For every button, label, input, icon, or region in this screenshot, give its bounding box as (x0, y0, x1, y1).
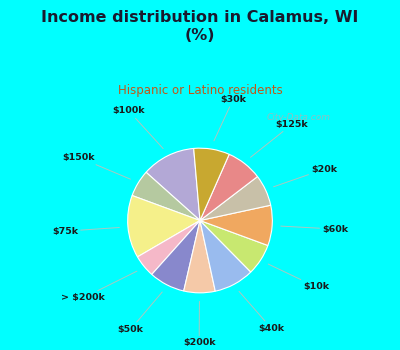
Text: Income distribution in Calamus, WI
(%): Income distribution in Calamus, WI (%) (41, 10, 359, 43)
Text: $60k: $60k (281, 225, 348, 233)
Text: $100k: $100k (112, 106, 163, 148)
Wedge shape (128, 196, 200, 257)
Text: $200k: $200k (183, 301, 216, 348)
Wedge shape (200, 176, 271, 220)
Text: $20k: $20k (274, 164, 337, 187)
Wedge shape (132, 172, 200, 220)
Wedge shape (200, 220, 268, 272)
Text: $30k: $30k (214, 95, 246, 141)
Wedge shape (200, 220, 251, 291)
Text: $10k: $10k (268, 264, 329, 291)
Wedge shape (152, 220, 200, 291)
Wedge shape (146, 148, 200, 220)
Wedge shape (184, 220, 215, 293)
Wedge shape (138, 220, 200, 274)
Text: $75k: $75k (52, 227, 119, 236)
Wedge shape (200, 205, 272, 245)
Wedge shape (200, 154, 258, 220)
Text: Hispanic or Latino residents: Hispanic or Latino residents (118, 84, 282, 97)
Wedge shape (194, 148, 229, 220)
Text: City-Data.com: City-Data.com (267, 113, 331, 122)
Text: $150k: $150k (62, 153, 130, 179)
Text: $50k: $50k (118, 292, 162, 334)
Text: $125k: $125k (250, 120, 308, 158)
Text: $40k: $40k (239, 291, 284, 333)
Text: > $200k: > $200k (61, 271, 137, 302)
